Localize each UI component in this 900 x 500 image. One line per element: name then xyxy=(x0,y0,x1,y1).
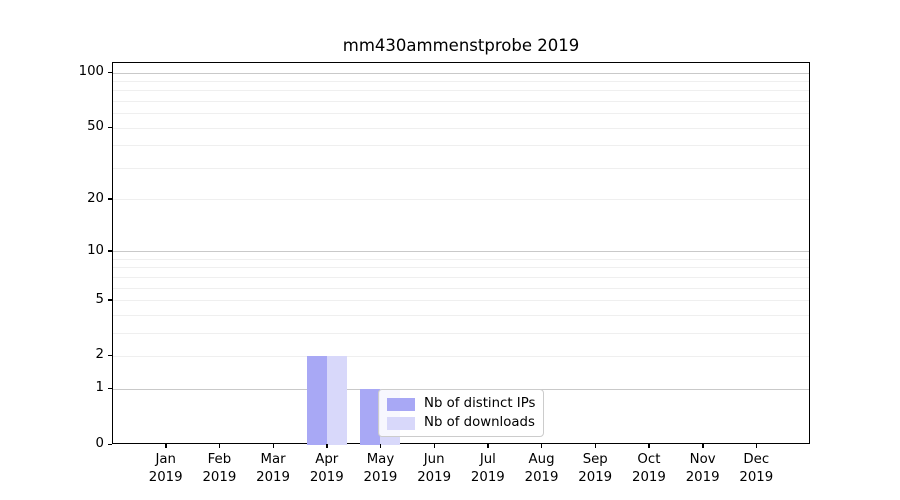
y-tick-label: 10 xyxy=(87,242,104,258)
legend-entry: Nb of distinct IPs xyxy=(387,397,535,411)
y-tick-label: 2 xyxy=(95,347,104,363)
y-axis-tick xyxy=(108,354,112,357)
bar-distinct-ips xyxy=(360,389,381,445)
y-tick-label: 1 xyxy=(95,380,104,396)
x-axis-tick xyxy=(487,444,489,448)
x-tick-label: Apr 2019 xyxy=(309,452,344,485)
x-axis-tick xyxy=(594,444,597,448)
y-axis-tick xyxy=(108,126,112,129)
y-tick-label: 0 xyxy=(95,436,104,451)
gridline-minor xyxy=(113,314,809,316)
x-axis-tick xyxy=(648,444,650,448)
y-axis-tick xyxy=(108,71,112,74)
plot-area xyxy=(112,62,810,445)
gridline-minor xyxy=(113,287,809,289)
x-axis-tick xyxy=(755,444,758,448)
x-axis-tick xyxy=(165,444,167,448)
x-tick-label: Jan 2019 xyxy=(148,452,183,485)
y-axis-tick xyxy=(108,250,112,252)
gridline-minor xyxy=(113,199,809,201)
gridline-minor xyxy=(113,332,809,334)
x-tick-label: Mar 2019 xyxy=(256,452,290,485)
x-tick-label: Nov 2019 xyxy=(685,452,720,485)
gridline-minor xyxy=(113,101,809,103)
y-axis-tick xyxy=(108,443,112,445)
y-tick-label: 5 xyxy=(95,291,104,307)
gridline-minor xyxy=(113,167,809,169)
x-tick-label: Aug 2019 xyxy=(524,452,559,485)
x-axis-tick xyxy=(218,444,221,448)
gridline-major xyxy=(113,251,809,253)
legend-label: Nb of distinct IPs xyxy=(424,396,536,411)
bar-downloads xyxy=(326,356,347,445)
gridline-minor xyxy=(113,276,809,278)
chart-title: mm430ammenstprobe 2019 xyxy=(342,36,580,55)
x-tick-label: May 2019 xyxy=(363,452,398,485)
x-tick-label: Oct 2019 xyxy=(632,452,666,485)
y-axis-tick xyxy=(108,198,112,200)
y-tick-label: 100 xyxy=(78,64,104,80)
gridline-minor xyxy=(113,127,809,129)
x-tick-label: Feb 2019 xyxy=(202,452,237,485)
x-axis-tick xyxy=(702,444,704,448)
x-axis-tick xyxy=(541,444,543,448)
y-axis-tick xyxy=(108,387,112,390)
x-tick-label: Jul 2019 xyxy=(470,452,505,485)
gridline-minor xyxy=(113,259,809,260)
x-tick-label: Sep 2019 xyxy=(578,452,613,485)
legend: Nb of distinct IPs Nb of downloads xyxy=(378,389,544,437)
gridline-minor xyxy=(113,81,809,83)
y-tick-label: 50 xyxy=(87,119,104,135)
x-tick-label: Dec 2019 xyxy=(739,452,774,485)
x-axis-tick xyxy=(379,444,382,448)
x-tick-label: Jun 2019 xyxy=(417,452,452,485)
gridline-minor xyxy=(113,90,809,92)
gridline-minor xyxy=(113,300,809,302)
gridline-minor xyxy=(113,355,809,357)
gridline-major xyxy=(113,72,809,74)
legend-swatch-distinct-ips xyxy=(387,397,415,411)
gridline-minor xyxy=(113,113,809,115)
legend-entry: Nb of downloads xyxy=(387,416,535,430)
x-axis-tick xyxy=(326,444,328,448)
legend-label: Nb of downloads xyxy=(424,415,535,430)
legend-swatch-downloads xyxy=(387,416,415,430)
gridline-minor xyxy=(113,267,809,269)
y-axis-tick xyxy=(108,299,112,301)
y-tick-label: 20 xyxy=(87,190,104,206)
x-axis-tick xyxy=(272,444,274,448)
x-axis-tick xyxy=(433,444,436,448)
bar-distinct-ips xyxy=(306,356,327,445)
gridline-minor xyxy=(113,145,809,147)
